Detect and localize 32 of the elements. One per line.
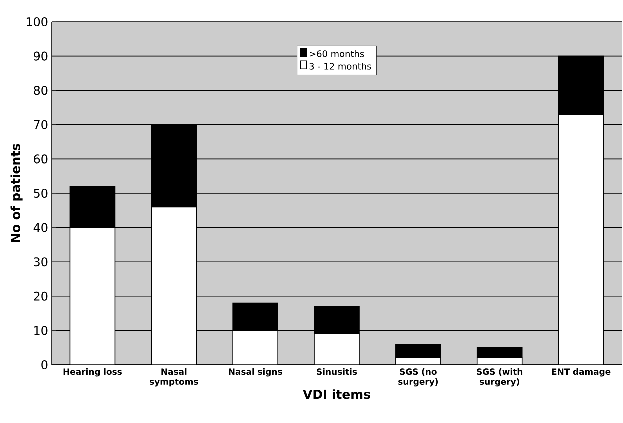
bar bbox=[151, 206, 198, 365]
legend-label: >60 months bbox=[310, 50, 364, 58]
bar bbox=[396, 344, 442, 359]
x-tick-label: Hearing loss bbox=[64, 368, 122, 377]
x-tick-label: Sinusitis bbox=[317, 368, 358, 376]
bar bbox=[232, 330, 278, 365]
x-axis-title: VDI items bbox=[303, 390, 370, 400]
y-tick-label: 90 bbox=[34, 52, 48, 61]
y-tick-label: 20 bbox=[34, 292, 48, 301]
y-tick-label: 60 bbox=[34, 154, 48, 164]
y-tick-label: 70 bbox=[34, 120, 48, 130]
x-tick-label: SGS (with surgery) bbox=[477, 368, 523, 387]
y-tick-label: 40 bbox=[34, 223, 48, 232]
bar bbox=[314, 334, 360, 365]
x-tick-label: ENT damage bbox=[552, 368, 611, 377]
y-tick-label: 80 bbox=[34, 86, 48, 96]
bar bbox=[151, 124, 198, 208]
x-tick-label: Nasal symptoms bbox=[150, 368, 198, 387]
x-tick-label: Nasal signs bbox=[229, 368, 282, 377]
y-tick-label: 50 bbox=[34, 188, 48, 198]
y-tick-label: 0 bbox=[42, 360, 48, 370]
y-tick-label: 100 bbox=[26, 17, 48, 27]
bar bbox=[476, 347, 523, 359]
y-tick-label: 10 bbox=[34, 326, 48, 336]
y-axis-title: No of patients bbox=[10, 144, 23, 242]
legend-label: 3 - 12 months bbox=[310, 62, 372, 70]
bar bbox=[232, 302, 278, 332]
bar bbox=[314, 306, 360, 335]
bar bbox=[70, 227, 116, 365]
x-tick-label: SGS (no surgery) bbox=[398, 368, 438, 387]
bar bbox=[558, 114, 604, 365]
y-tick-label: 30 bbox=[34, 258, 48, 267]
